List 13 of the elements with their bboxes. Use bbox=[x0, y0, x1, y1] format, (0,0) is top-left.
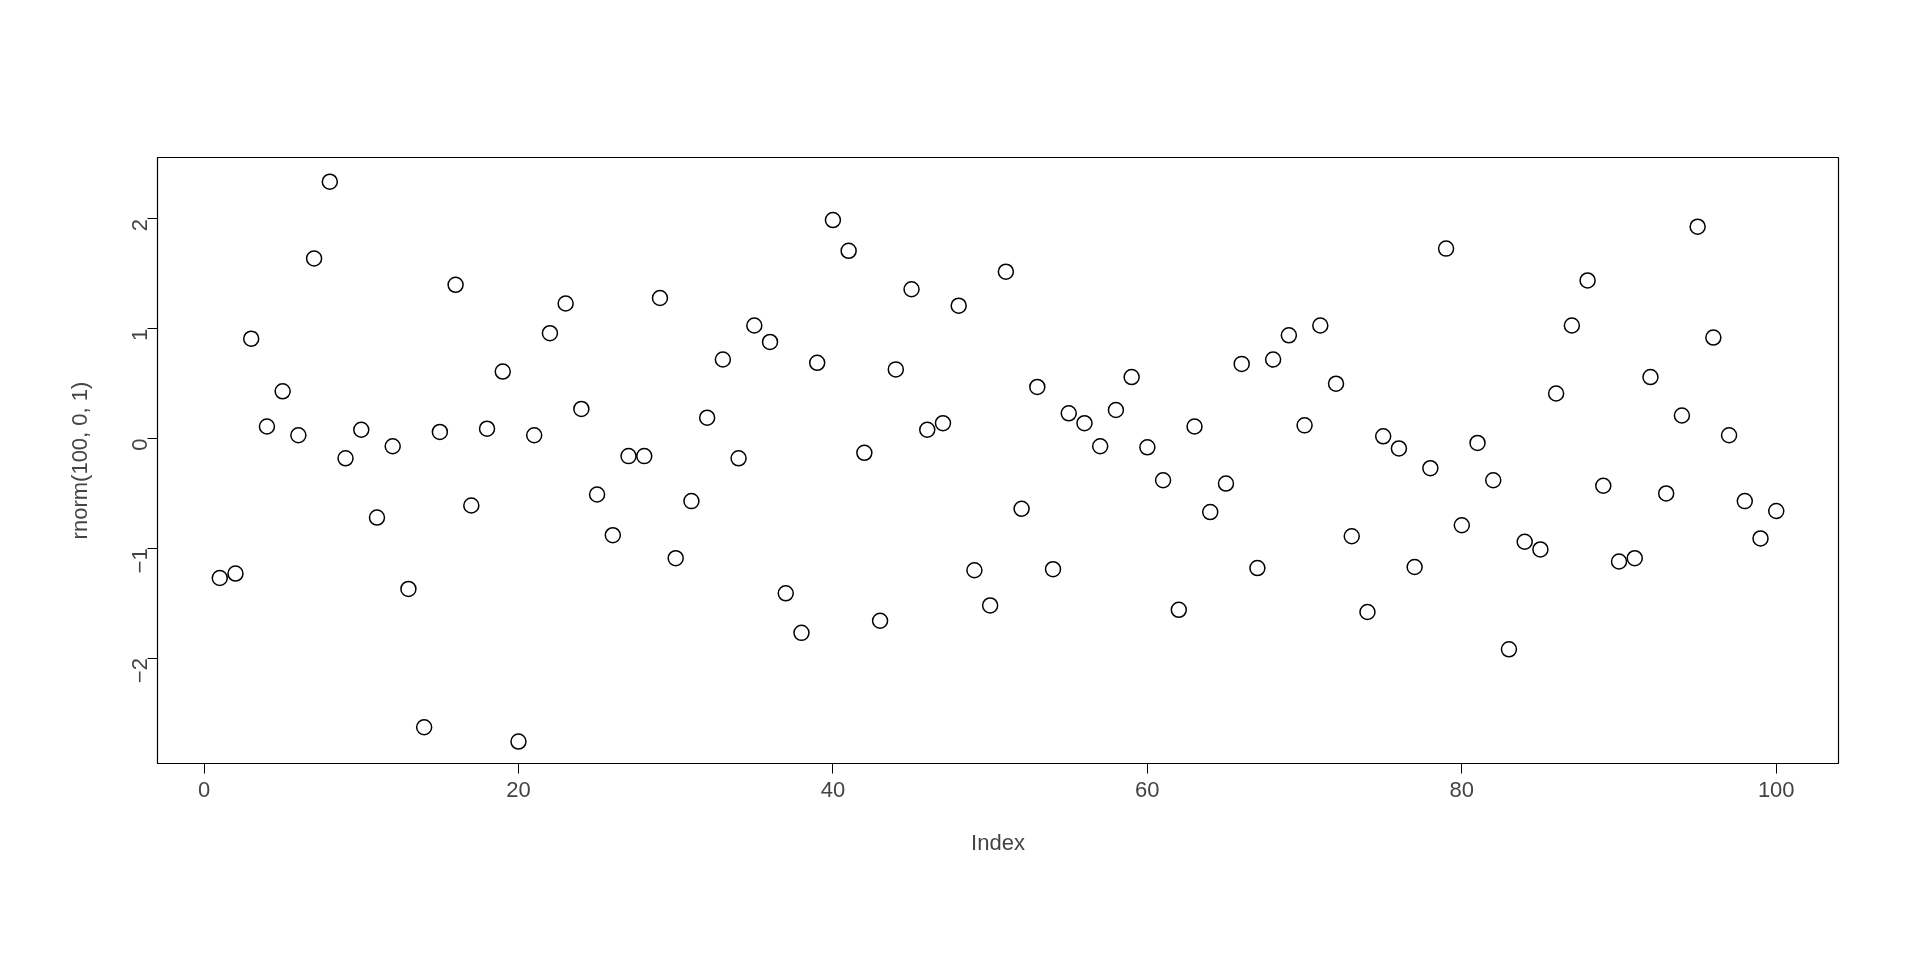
y-tick-label: −1 bbox=[127, 548, 152, 574]
x-tick-label: 40 bbox=[820, 776, 846, 802]
x-tick-label: 0 bbox=[197, 776, 211, 802]
y-axis-title: rnorm(100, 0, 1) bbox=[66, 381, 92, 540]
x-tick-label: 80 bbox=[1449, 776, 1475, 802]
y-tick-label: 2 bbox=[127, 218, 152, 232]
x-tick-label: 60 bbox=[1135, 776, 1160, 802]
y-tick-label: −2 bbox=[127, 658, 152, 684]
x-tick-label: 100 bbox=[1757, 776, 1795, 802]
y-tick-label: 1 bbox=[127, 328, 152, 341]
x-axis-title: Index bbox=[971, 829, 1025, 855]
x-tick-label: 20 bbox=[506, 776, 531, 802]
y-tick-label: 0 bbox=[127, 438, 152, 451]
